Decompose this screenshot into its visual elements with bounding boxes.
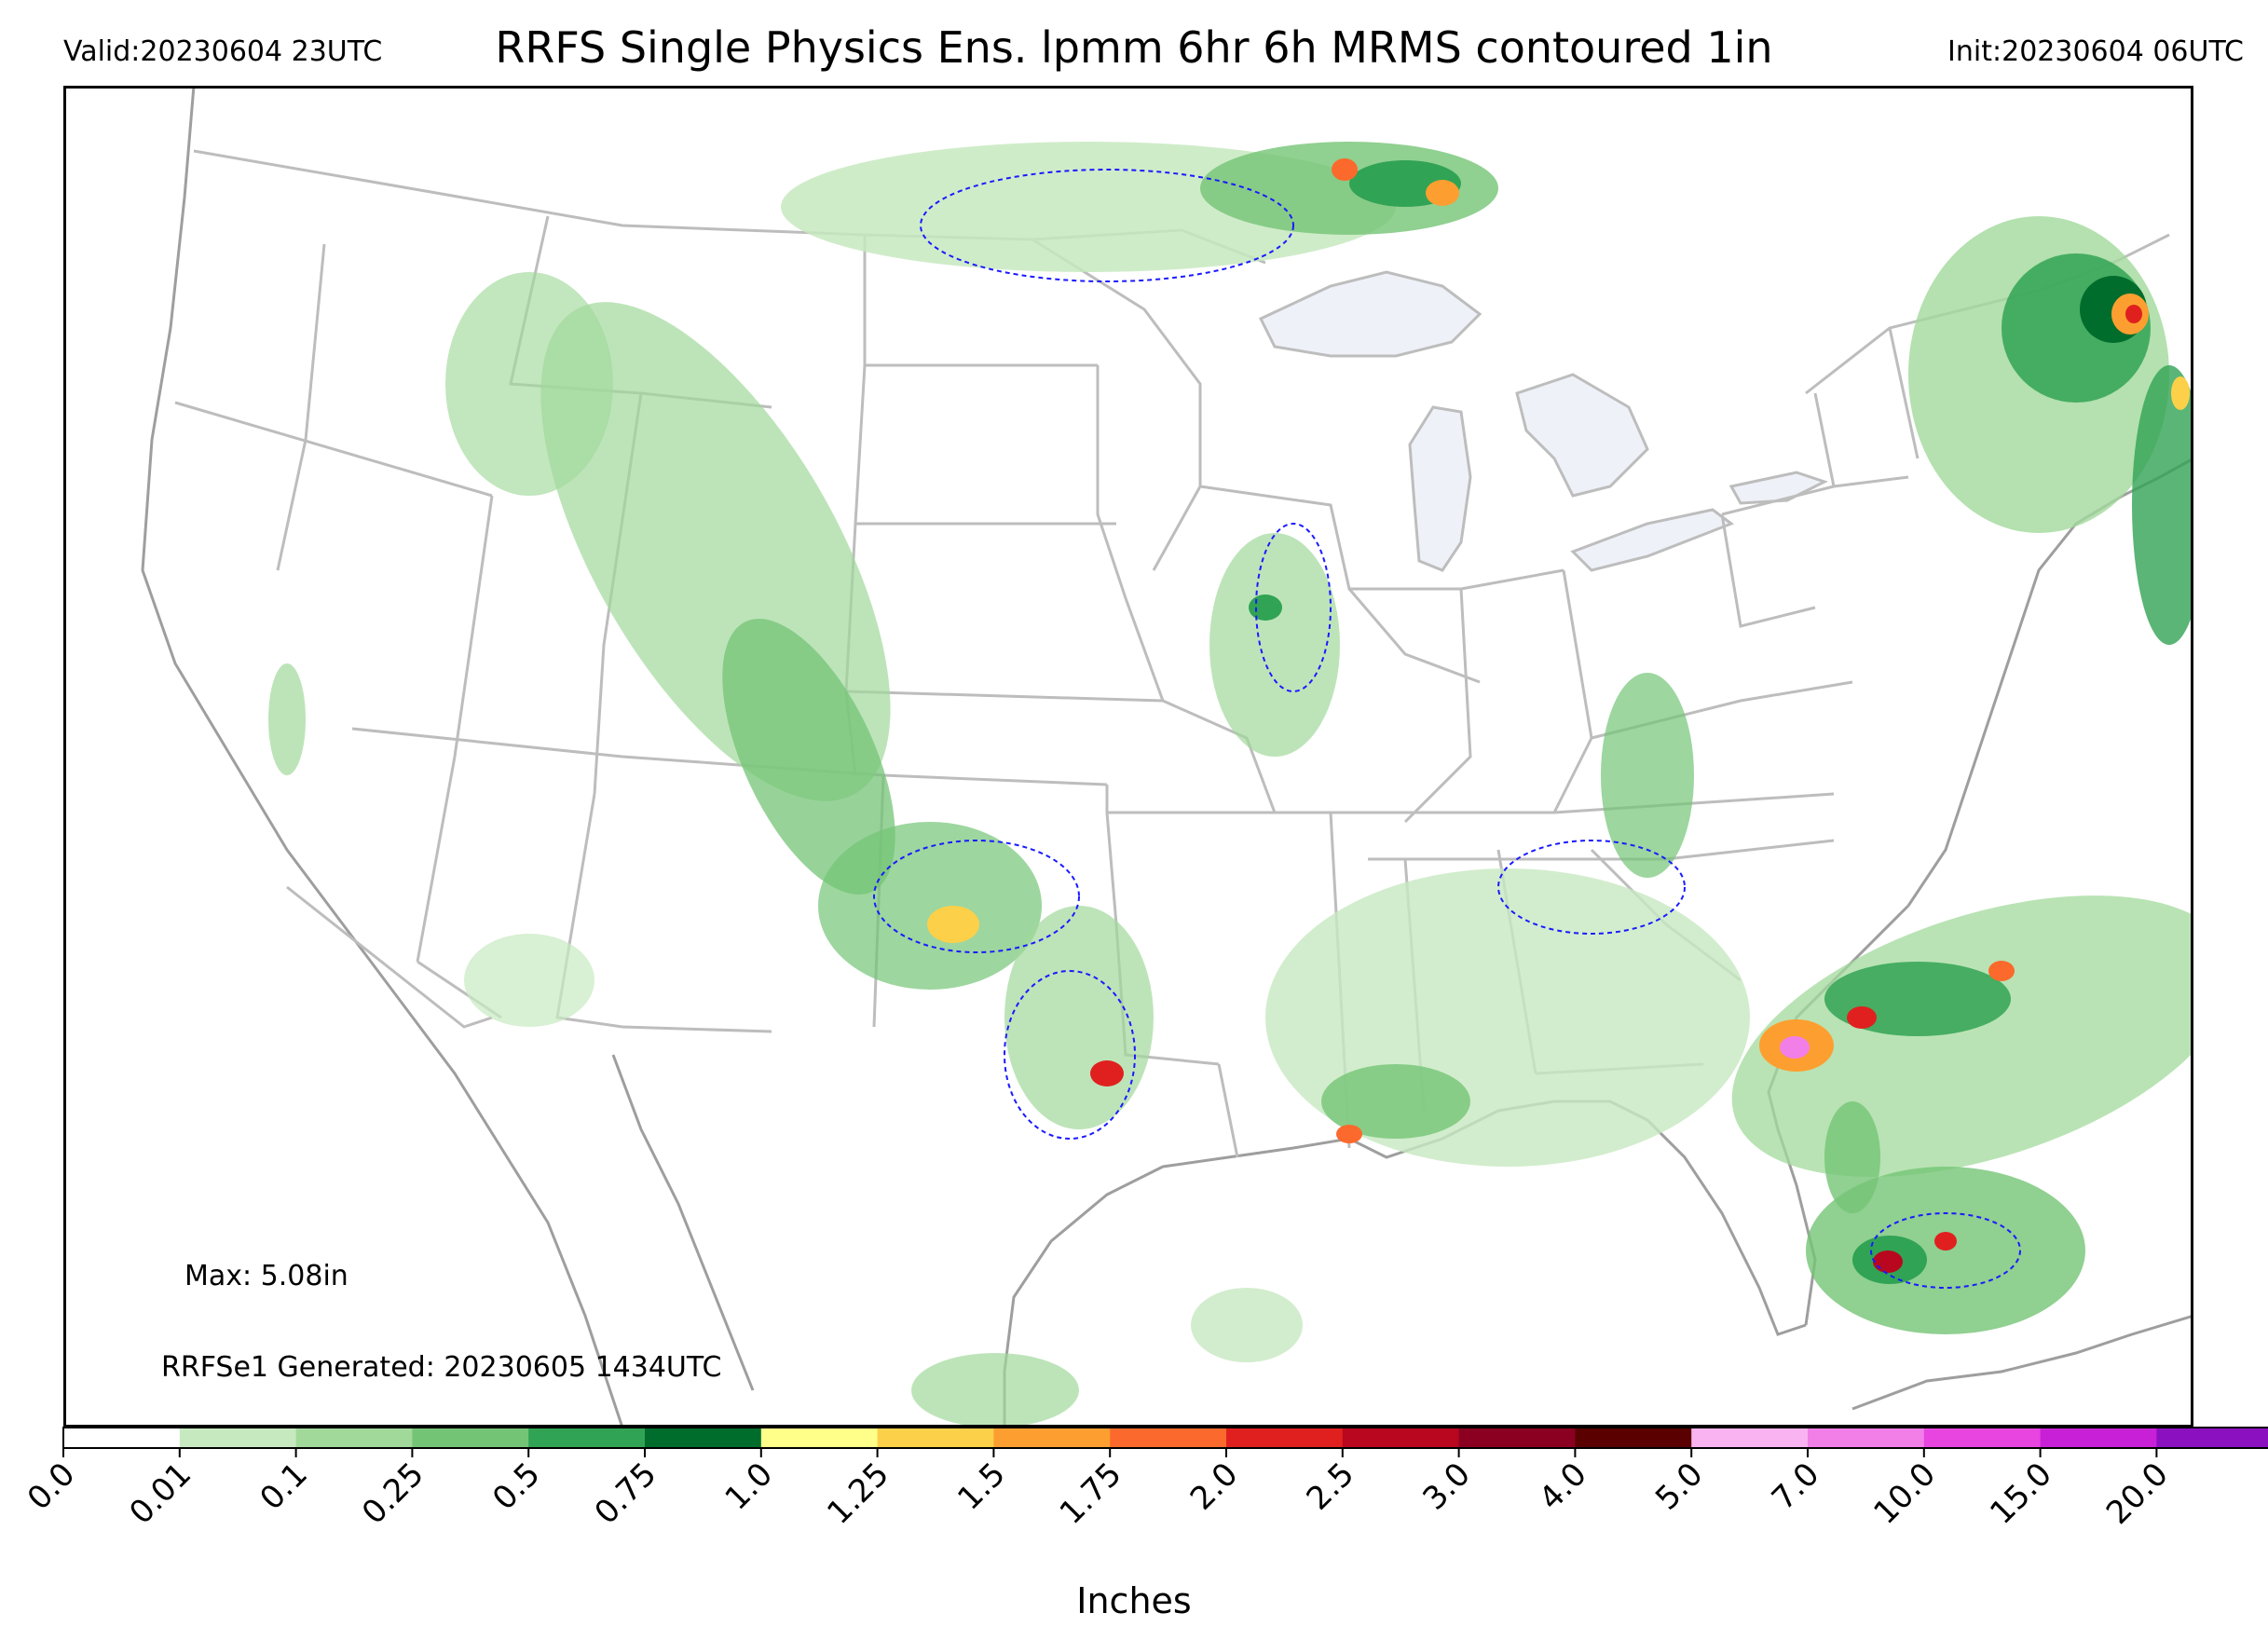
colorbar-tick-label: 15.0	[1983, 1456, 2059, 1532]
colorbar-segment	[1226, 1428, 1344, 1448]
precip-shading	[268, 142, 2193, 1428]
colorbar-tick-label: 1.75	[1053, 1456, 1129, 1532]
colorbar-segment	[528, 1428, 646, 1448]
colorbar-segment	[63, 1428, 181, 1448]
max-value-label: Max: 5.08in	[184, 1260, 348, 1292]
colorbar-segment	[1808, 1428, 1925, 1448]
colorbar-tick-label: 1.25	[820, 1456, 896, 1532]
great-lakes	[1258, 270, 1828, 572]
colorbar-ticks: 0.0 0.01 0.1 0.25 0.5 0.75 1.0 1.25 1.5 1.75 2.0 2.…	[20, 1448, 2176, 1532]
cuba-coast	[1851, 1314, 2193, 1411]
map-title: RRFS Single Physics Ens. lpmm 6hr 6h MRM…	[495, 22, 1773, 73]
colorbar-tick-label: 0.0	[20, 1456, 83, 1518]
colorbar-tick-label: 0.75	[588, 1456, 664, 1532]
baja-coast	[611, 1054, 755, 1391]
generated-time-label: RRFSe1 Generated: 20230605 1434UTC	[161, 1351, 722, 1384]
lake-erie	[1570, 508, 1735, 572]
colorbar-tick-label: 1.0	[718, 1456, 781, 1518]
colorbar-segment	[1575, 1428, 1692, 1448]
colorbar-tick-label: 7.0	[1765, 1456, 1827, 1518]
colorbar: 0.0 0.01 0.1 0.25 0.5 0.75 1.0 1.25 1.5 1.75 2.0 2.…	[20, 1427, 2268, 1532]
colorbar-segment	[1110, 1428, 1227, 1448]
lake-superior	[1258, 270, 1482, 358]
map-border	[63, 86, 2193, 1428]
mrms-1in-contours	[873, 169, 2021, 1289]
init-time-label: Init:20230604 06UTC	[1947, 35, 2244, 68]
precip-map: Max: 5.08in RRFSe1 Generated: 20230605 1…	[63, 86, 2193, 1428]
colorbar-segment	[1458, 1428, 1576, 1448]
colorbar-segment	[760, 1428, 879, 1448]
colorbar-segment	[179, 1428, 297, 1448]
colorbar-segment	[412, 1428, 529, 1448]
colorbar-tick-label: 1.5	[950, 1456, 1013, 1518]
colorbar-tick-label: 20.0	[2099, 1456, 2176, 1532]
colorbar-tick-label: 4.0	[1532, 1456, 1594, 1518]
colorbar-tick-label: 0.1	[253, 1456, 315, 1518]
colorbar-tick-label: 2.0	[1183, 1456, 1246, 1518]
colorbar-segment	[1923, 1428, 2042, 1448]
map-canvas	[63, 86, 2193, 1428]
colorbar-segments	[62, 1427, 2268, 1449]
west-coast	[141, 86, 624, 1428]
colorbar-segment	[2040, 1428, 2157, 1448]
colorbar-segment	[295, 1428, 413, 1448]
colorbar-segment	[645, 1428, 762, 1448]
colorbar-tick-label: 0.01	[122, 1456, 198, 1532]
colorbar-tick-label: 10.0	[1866, 1456, 1943, 1532]
lake-michigan	[1408, 405, 1472, 572]
colorbar-tick-label: 0.5	[485, 1456, 548, 1518]
colorbar-tick-label: 0.25	[355, 1456, 431, 1532]
colorbar-label: Inches	[1076, 1580, 1192, 1621]
colorbar-segment	[2156, 1428, 2268, 1448]
colorbar-segment	[993, 1428, 1111, 1448]
colorbar-segment	[1691, 1428, 1809, 1448]
colorbar-tick-label: 2.5	[1300, 1456, 1362, 1518]
colorbar-segment	[1342, 1428, 1460, 1448]
colorbar-outline	[62, 1427, 2268, 1449]
lake-huron	[1515, 373, 1649, 498]
valid-time-label: Valid:20230604 23UTC	[63, 35, 383, 68]
lake-ontario	[1728, 471, 1828, 505]
colorbar-tick-label: 5.0	[1648, 1456, 1711, 1518]
colorbar-segment	[877, 1428, 994, 1448]
colorbar-tick-label: 3.0	[1415, 1456, 1478, 1518]
